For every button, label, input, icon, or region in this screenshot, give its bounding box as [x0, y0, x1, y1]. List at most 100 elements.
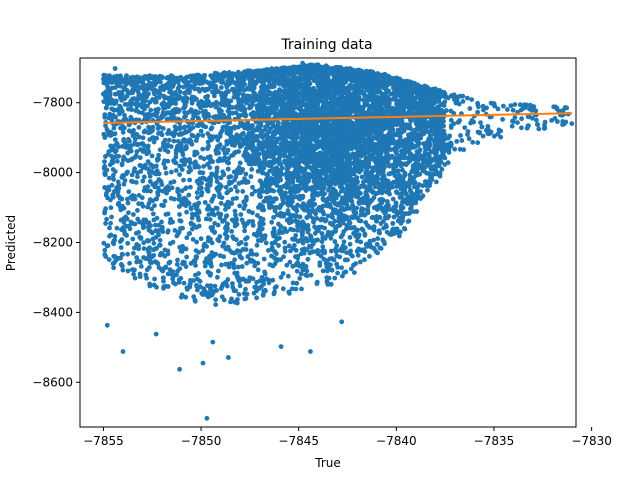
scatter-point	[260, 292, 266, 297]
scatter-point	[227, 138, 233, 143]
scatter-point	[192, 160, 198, 166]
scatter-point	[163, 212, 169, 217]
scatter-point	[140, 221, 146, 227]
scatter-point	[125, 200, 131, 206]
scatter-point	[167, 259, 173, 265]
scatter-point	[196, 208, 202, 214]
scatter-point	[159, 113, 165, 119]
scatter-point	[178, 294, 184, 300]
scatter-point	[194, 190, 200, 196]
scatter-point	[172, 281, 178, 287]
scatter-point	[132, 140, 138, 146]
scatter-point	[278, 274, 284, 280]
scatter-point	[219, 262, 224, 268]
scatter-point	[121, 181, 127, 187]
scatter-point	[178, 218, 184, 224]
scatter-point	[170, 84, 176, 89]
scatter-point	[141, 143, 147, 149]
scatter-point	[249, 191, 255, 197]
scatter-point	[112, 91, 118, 97]
scatter-point	[136, 201, 142, 207]
scatter-point	[340, 273, 345, 279]
scatter-point	[101, 131, 107, 137]
scatter-point	[232, 208, 238, 214]
scatter-point	[151, 282, 157, 288]
scatter-point	[194, 72, 200, 78]
scatter-point	[131, 212, 136, 217]
scatter-point	[153, 180, 159, 186]
scatter-point	[132, 166, 138, 172]
scatter-point	[149, 83, 155, 89]
scatter-point	[350, 253, 355, 259]
scatter-point	[154, 215, 160, 221]
scatter-point	[146, 249, 151, 254]
scatter-point	[171, 179, 177, 185]
scatter-point	[341, 239, 347, 245]
scatter-point	[115, 158, 120, 164]
scatter-point	[234, 195, 240, 201]
scatter-point	[193, 263, 198, 268]
scatter-point	[196, 200, 202, 206]
scatter-point	[123, 80, 128, 86]
scatter-point	[195, 132, 201, 138]
scatter-point	[203, 114, 208, 119]
scatter-point	[285, 273, 291, 279]
scatter-point	[188, 205, 194, 211]
scatter-point	[212, 70, 218, 76]
scatter-point	[328, 235, 334, 241]
scatter-point	[234, 237, 239, 243]
scatter-point	[261, 281, 266, 287]
scatter-point	[252, 188, 258, 194]
scatter-point	[137, 102, 143, 107]
scatter-point	[176, 196, 182, 202]
scatter-point	[231, 288, 237, 294]
scatter-point	[183, 185, 189, 191]
scatter-point	[219, 85, 224, 90]
scatter-point	[222, 217, 227, 223]
scatter-point	[124, 73, 129, 78]
scatter-point	[186, 201, 192, 206]
scatter-point	[272, 289, 277, 295]
scatter-point	[134, 255, 140, 260]
scatter-point	[177, 244, 183, 250]
scatter-point	[106, 115, 112, 121]
scatter-point	[240, 246, 246, 252]
scatter-point	[315, 248, 321, 253]
scatter-point	[106, 175, 112, 181]
scatter-point	[118, 245, 124, 250]
scatter-point	[184, 287, 190, 292]
scatter-point	[251, 231, 257, 237]
scatter-point	[267, 168, 272, 174]
scatter-point	[132, 267, 137, 273]
scatter-point	[208, 133, 214, 139]
scatter-point	[226, 174, 232, 180]
scatter-point	[212, 229, 218, 235]
scatter-point	[107, 225, 112, 231]
scatter-point	[120, 144, 125, 149]
scatter-point	[165, 130, 171, 136]
scatter-point	[308, 272, 314, 278]
scatter-point	[147, 75, 153, 80]
scatter-point	[272, 229, 277, 235]
scatter-point	[213, 99, 219, 105]
scatter-point	[239, 264, 245, 269]
scatter-point	[119, 161, 125, 167]
scatter-point	[228, 187, 234, 193]
scatter-point	[158, 130, 164, 136]
scatter-point	[135, 79, 140, 85]
scatter-point	[420, 183, 425, 189]
scatter-point	[214, 206, 220, 211]
scatter-point	[214, 134, 219, 140]
scatter-point	[280, 286, 286, 292]
scatter-point	[332, 239, 338, 244]
scatter-point	[240, 189, 246, 194]
scatter-point	[347, 241, 353, 247]
scatter-point	[112, 114, 118, 120]
scatter-point	[106, 132, 111, 137]
scatter-point	[207, 271, 213, 277]
scatter-point	[149, 206, 155, 212]
scatter-point	[152, 99, 158, 105]
scatter-point	[224, 213, 230, 219]
scatter-point	[102, 247, 108, 253]
scatter-point	[234, 217, 239, 223]
